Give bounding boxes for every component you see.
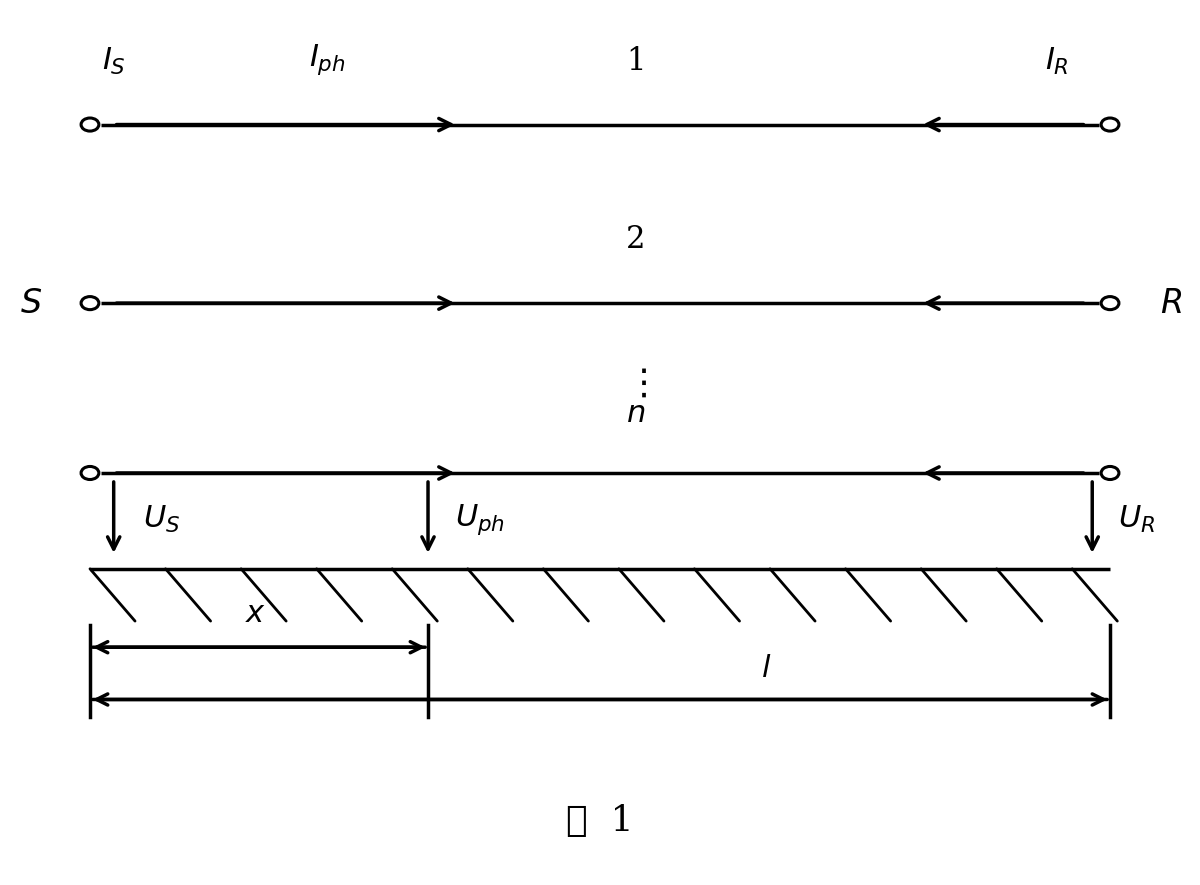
Text: $I_{ph}$: $I_{ph}$ — [308, 42, 346, 77]
Text: $\vdots$: $\vdots$ — [625, 366, 647, 400]
Text: $I_R$: $I_R$ — [1045, 45, 1068, 77]
Text: $n$: $n$ — [626, 398, 646, 429]
Text: $l$: $l$ — [761, 653, 772, 684]
Text: $U_R$: $U_R$ — [1118, 504, 1156, 535]
Text: $R$: $R$ — [1160, 287, 1182, 319]
Text: 2: 2 — [626, 224, 646, 255]
Text: 1: 1 — [626, 46, 646, 77]
Text: 图  1: 图 1 — [566, 804, 634, 838]
Text: $I_S$: $I_S$ — [102, 45, 126, 77]
Text: $x$: $x$ — [246, 598, 266, 629]
Text: $U_{ph}$: $U_{ph}$ — [455, 502, 505, 536]
Text: $S$: $S$ — [20, 287, 42, 319]
Text: $U_S$: $U_S$ — [143, 504, 180, 535]
